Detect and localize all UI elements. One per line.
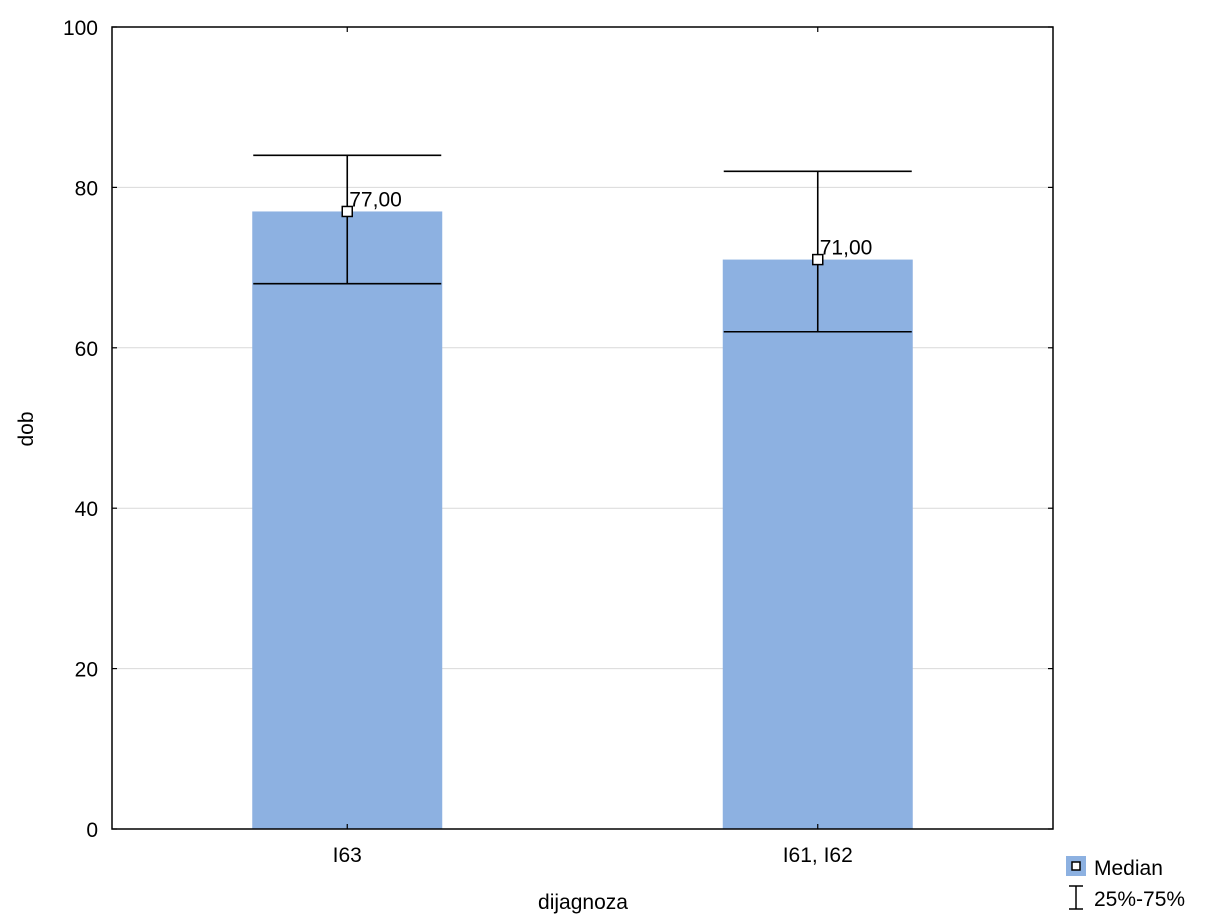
bar-1 (722, 259, 913, 830)
data-label-1: 71,00 (820, 237, 873, 260)
median-marker-0 (341, 205, 353, 218)
y-axis-label: dob (15, 411, 38, 446)
plot-frame-border (111, 26, 1054, 830)
bar-0 (252, 211, 443, 829)
error-bars (253, 154, 912, 333)
legend-marker-median (1071, 861, 1081, 871)
y-tick-label-100: 100 (63, 17, 98, 40)
data-label-0: 77,00 (349, 188, 402, 211)
legend-label-median: Median (1094, 857, 1163, 880)
y-tick-label-20: 20 (75, 659, 98, 682)
plot-frame (111, 26, 1054, 830)
bars (252, 211, 913, 830)
ticks (112, 26, 1053, 830)
x-axis-label: dijagnoza (538, 891, 628, 914)
labels: 77,00 I63 71,00 I61, I62 0 20 40 60 80 100 (63, 17, 872, 867)
legend-label-quartiles: 25%-75% (1094, 888, 1185, 911)
y-tick-label-0: 0 (86, 819, 98, 842)
legend: Median 25%-75% (1066, 856, 1185, 911)
y-tick-label-80: 80 (75, 177, 98, 200)
x-tick-label-0: I63 (333, 844, 362, 867)
y-tick-label-60: 60 (75, 338, 98, 361)
y-tick-label-40: 40 (75, 498, 98, 521)
median-marker-1 (812, 253, 824, 266)
x-tick-label-1: I61, I62 (783, 844, 853, 867)
